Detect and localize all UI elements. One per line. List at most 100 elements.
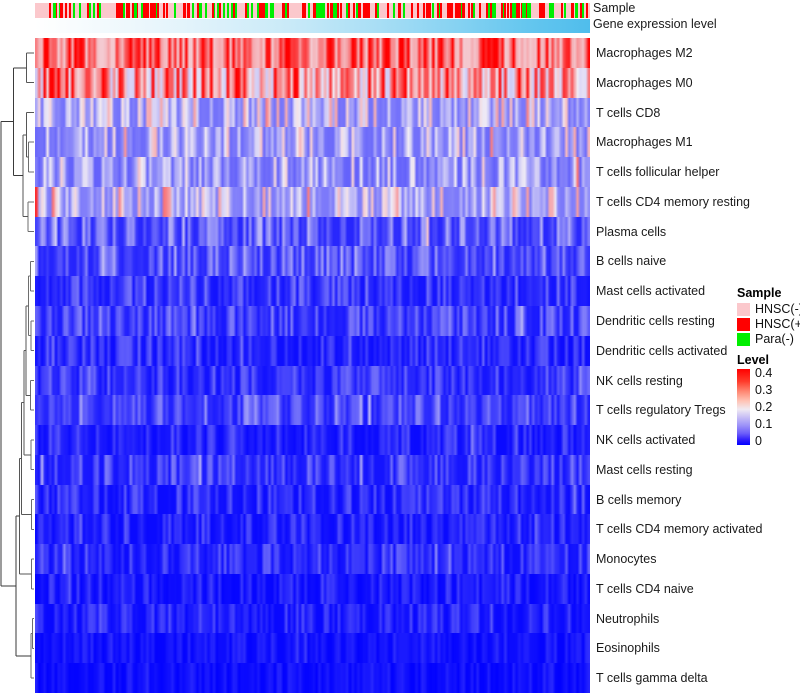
sample-annotation-tick (523, 3, 526, 18)
sample-annotation-tick (197, 3, 199, 18)
heatmap-row-cells (35, 663, 590, 693)
sample-annotation-tick (356, 3, 358, 18)
heatmap-row (35, 306, 590, 336)
row-label: B cells memory (596, 492, 682, 507)
sample-annotation-tick (265, 3, 268, 18)
sample-annotation-tick (492, 3, 494, 18)
sample-annotation-tick (377, 3, 379, 18)
row-dendrogram (0, 52, 34, 679)
sample-annotation-tick (200, 3, 202, 18)
sample-annotation-tick (340, 3, 342, 18)
sample-annotation-tick (313, 3, 315, 18)
sample-annotation-tick (353, 3, 355, 18)
legend-level-tick: 0.4 (755, 366, 773, 380)
sample-annotation-tick (145, 3, 147, 18)
sample-annotation-tick (399, 3, 401, 18)
heatmap-row (35, 217, 590, 246)
row-label: NK cells resting (596, 373, 683, 388)
sample-annotation-tick (136, 3, 138, 18)
sample-annotation-tick (488, 3, 490, 18)
sample-annotation-tick (219, 3, 221, 18)
heatmap-row-cells (35, 544, 590, 574)
legend-level-tick: 0.2 (755, 400, 773, 414)
heatmap-row-cells (35, 276, 590, 306)
sample-annotation-tick (147, 3, 149, 18)
sample-annotation-tick (512, 3, 515, 18)
sample-annotation-tick (272, 3, 274, 18)
heatmap-row (35, 544, 590, 574)
sample-annotation-tick (575, 3, 578, 18)
sample-annotation-tick (582, 3, 584, 18)
sample-annotation-tick (337, 3, 339, 18)
sample-annotation-tick (217, 3, 219, 18)
sample-annotation-tick (471, 3, 473, 18)
sample-annotation-tick (60, 3, 62, 18)
heatmap-row-cells (35, 455, 590, 485)
sample-annotation-tick (53, 3, 56, 18)
sample-annotation-tick (552, 3, 554, 18)
legend-color-ramp (737, 369, 750, 445)
sample-annotation-tick (235, 3, 237, 18)
sample-annotation-tick (55, 3, 57, 18)
legend-swatch-para-neg (737, 333, 750, 346)
sample-annotation-tick (516, 3, 518, 18)
row-label: Dendritic cells resting (596, 314, 715, 328)
heatmap-row-cells (35, 633, 590, 663)
heatmap-row (35, 157, 590, 187)
legend-item-hnsc-neg: HNSC(-) (737, 302, 800, 317)
sample-annotation-bar (35, 3, 590, 18)
heatmap-row-cells (35, 336, 590, 366)
sample-annotation-tick (507, 3, 509, 18)
row-label: Monocytes (596, 552, 657, 566)
row-label: T cells gamma delta (596, 671, 708, 685)
sample-annotation-tick (327, 3, 329, 18)
legend-swatch-hnsc-neg (737, 303, 750, 316)
sample-annotation-tick (368, 3, 370, 18)
heatmap-row-cells (35, 574, 590, 604)
sample-annotation-tick (494, 3, 496, 18)
heatmap-row (35, 455, 590, 485)
sample-annotation-tick (132, 3, 134, 18)
sample-annotation-tick (359, 3, 361, 18)
sample-annotation-tick (564, 3, 566, 18)
sample-annotation-tick (212, 3, 214, 18)
heatmap-row (35, 336, 590, 366)
heatmap-row-cells (35, 395, 590, 425)
heatmap-row (35, 98, 590, 127)
row-label: Neutrophils (596, 611, 660, 626)
sample-annotation-tick (87, 3, 89, 18)
sample-annotation-tick (423, 3, 425, 18)
heatmap-row-cells (35, 187, 590, 217)
sample-annotation-tick (525, 3, 528, 18)
sample-annotation-tick (322, 3, 325, 18)
row-label: Macrophages M2 (596, 46, 693, 60)
sample-annotation-tick (257, 3, 259, 18)
heatmap-row-cells (35, 98, 590, 127)
sample-annotation-tick (116, 3, 118, 18)
legend-level-tick: 0.1 (755, 417, 773, 431)
sample-annotation-tick (89, 3, 91, 18)
sample-annotation-tick (184, 3, 186, 18)
sample-annotation-tick (458, 3, 460, 18)
sample-annotation-tick (437, 3, 439, 18)
sample-annotation-tick (462, 3, 465, 18)
legend-sample-block: Sample HNSC(-) HNSC(+) Para(-) (737, 286, 800, 347)
row-label: T cells CD8 (596, 105, 661, 120)
sample-annotation-tick (262, 3, 264, 18)
legend-level-title: Level (737, 353, 769, 367)
heatmap-row (35, 425, 590, 455)
heatmap-row-labels: Macrophages M2 Macrophages M0 T cells CD8 M… (596, 38, 800, 693)
sample-annotation-tick (166, 3, 168, 18)
heatmap-row (35, 38, 590, 68)
sample-annotation-tick (152, 3, 155, 18)
sample-annotation-tick (174, 3, 176, 18)
sample-annotation-tick (308, 3, 310, 18)
heatmap-row-cells (35, 217, 590, 246)
heatmap-row-cells (35, 425, 590, 455)
sample-annotation-tick (93, 3, 95, 18)
sample-annotation-tick (88, 3, 90, 18)
sample-annotation-tick (449, 3, 452, 18)
row-label: T cells CD4 memory resting (596, 195, 750, 209)
heatmap-row (35, 633, 590, 663)
row-label: Dendritic cells activated (596, 344, 728, 358)
